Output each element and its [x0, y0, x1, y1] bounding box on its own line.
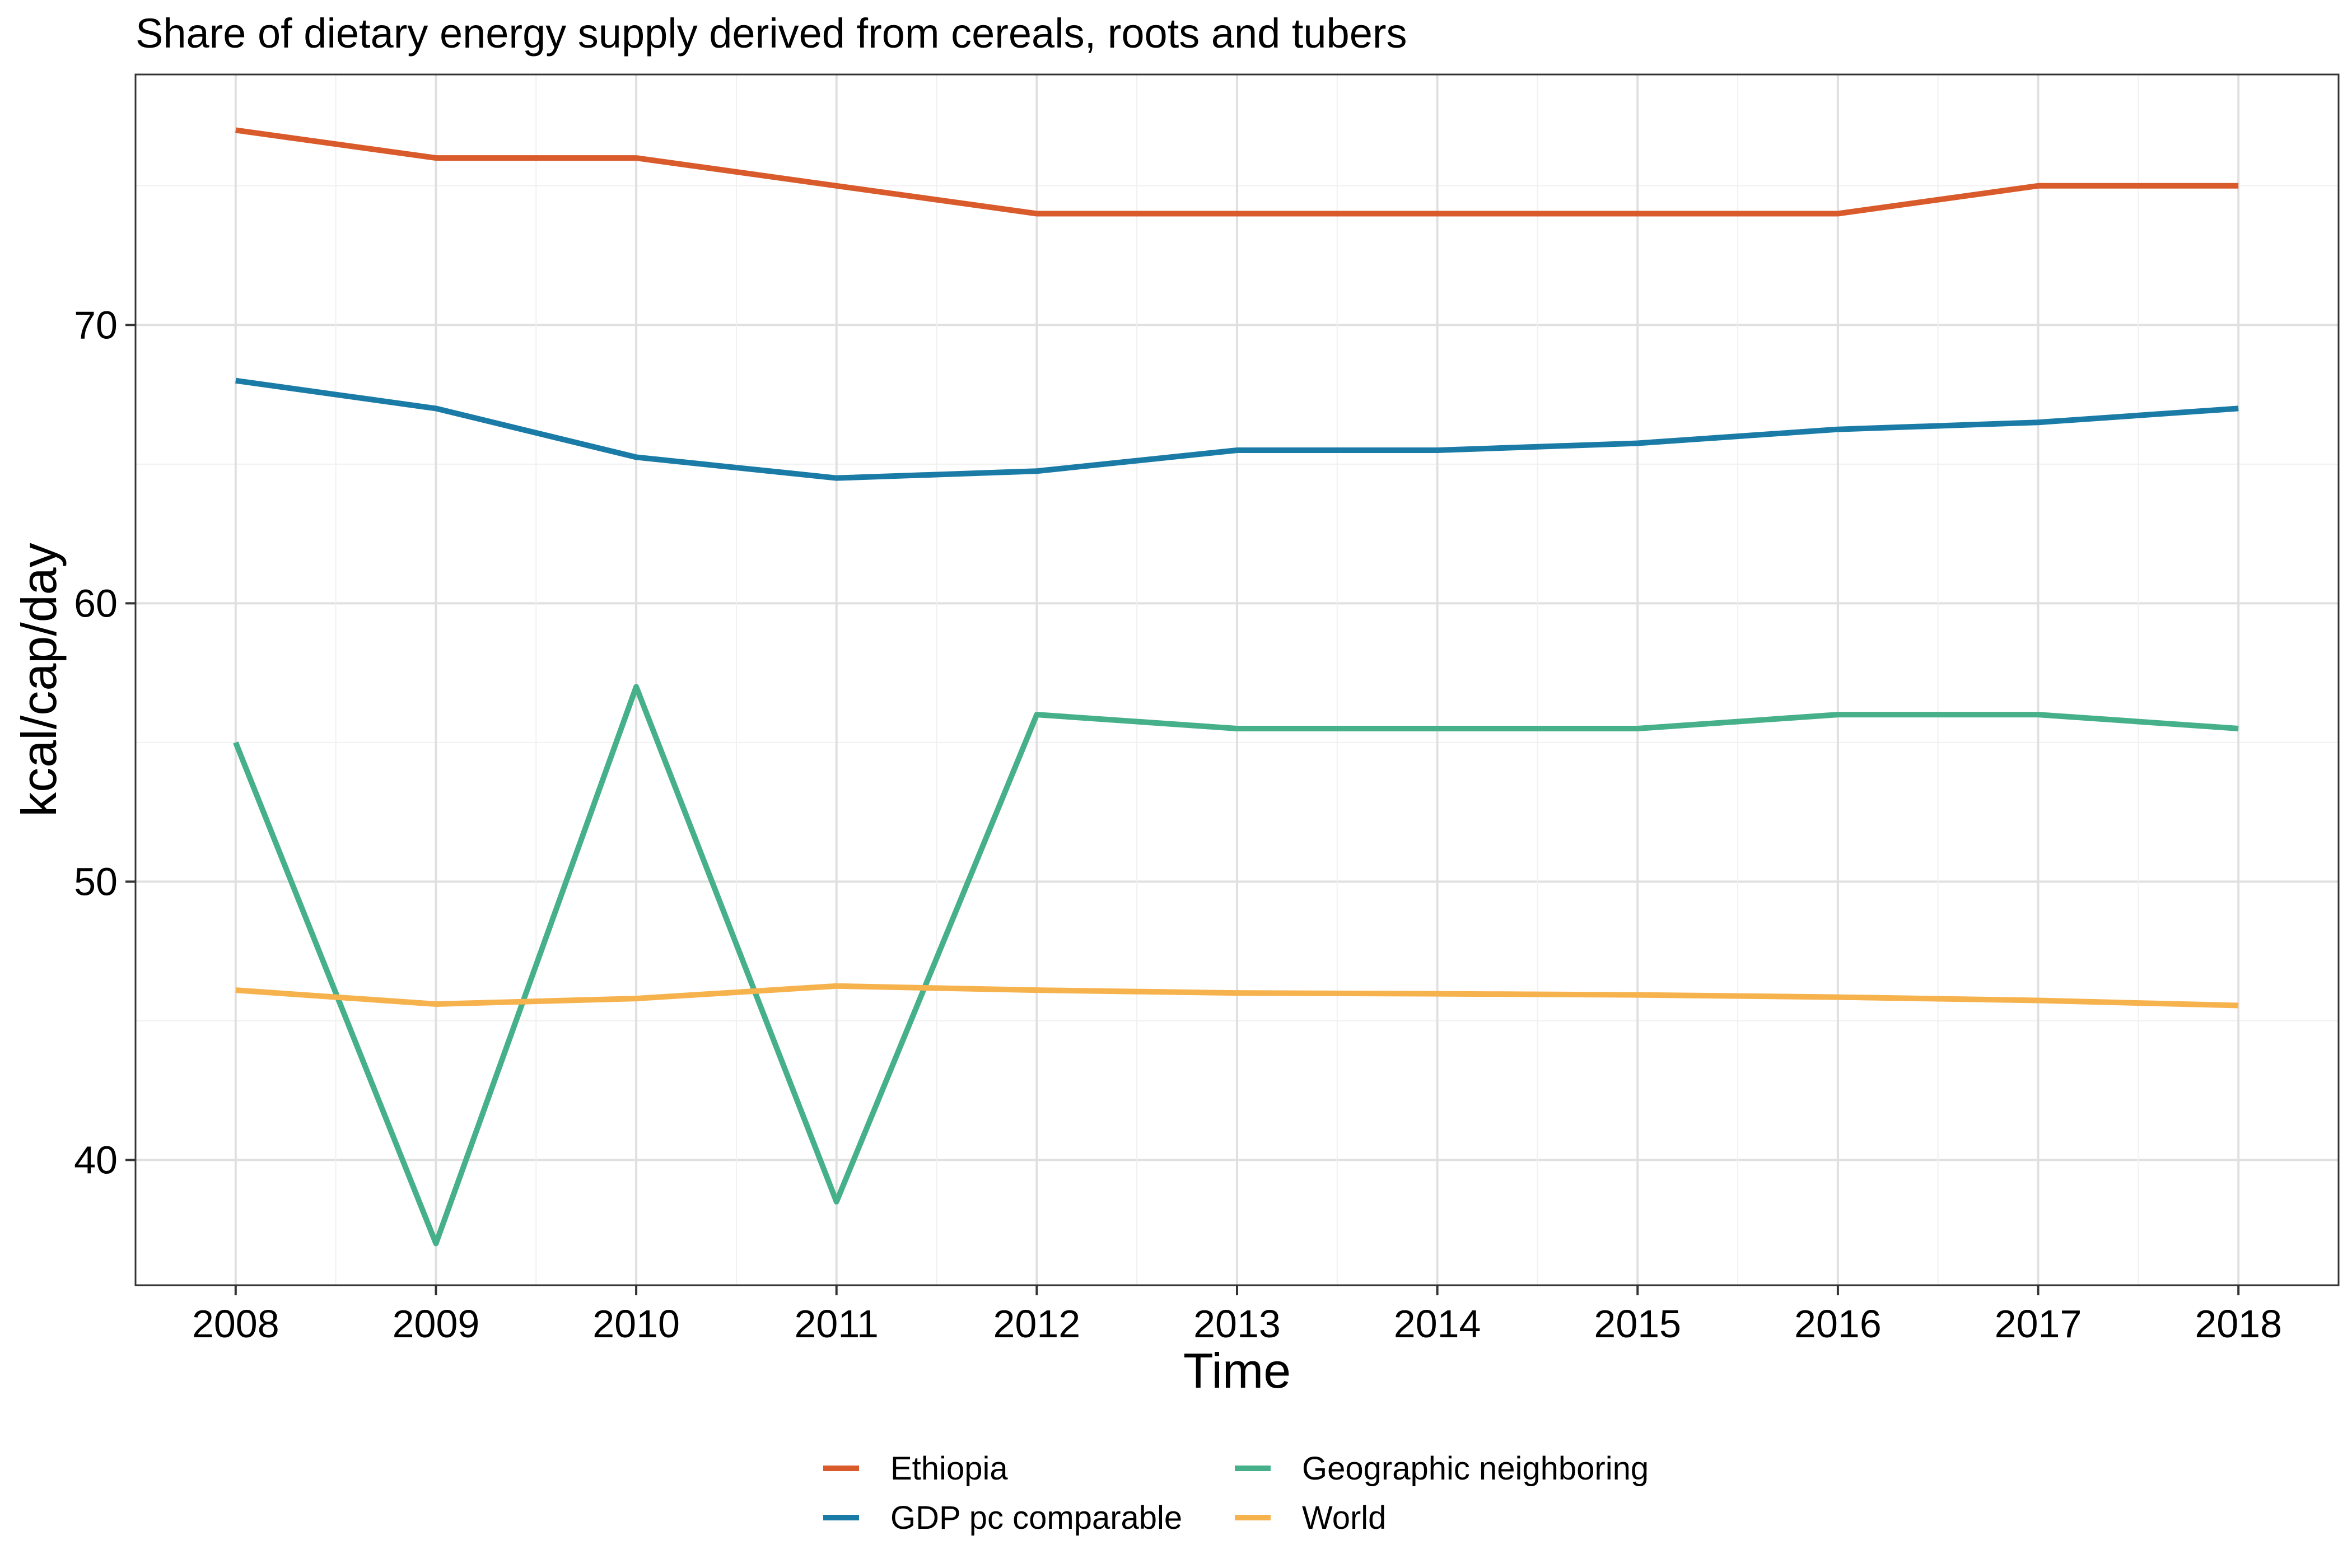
x-tick-label: 2014	[1394, 1302, 1481, 1346]
series-line-gdp-pc-comparable	[235, 377, 2239, 481]
x-tick-label: 2010	[592, 1302, 680, 1346]
series-lines	[233, 127, 2239, 1247]
legend-item: GDP pc comparable	[823, 1500, 1182, 1536]
legend: Ethiopia GDP pc comparable Geographic neig…	[823, 1450, 1649, 1536]
legend-item: World	[1235, 1500, 1386, 1536]
series-line-ethiopia	[235, 127, 2239, 217]
legend-label: World	[1302, 1500, 1386, 1536]
x-tick-label: 2015	[1594, 1302, 1681, 1346]
x-axis-title: Time	[1183, 1343, 1291, 1398]
legend-label: Geographic neighboring	[1302, 1450, 1649, 1487]
y-axis-title: kcal/cap/day	[11, 543, 67, 816]
y-tick-label: 60	[74, 581, 118, 625]
x-tick-label: 2008	[192, 1302, 279, 1346]
axis-ticks: 40 50 60 70 2008 2009 2010 2011 2012 2013 2014 2015…	[74, 303, 2282, 1346]
x-tick-label: 2011	[794, 1302, 879, 1346]
legend-item: Geographic neighboring	[1235, 1450, 1649, 1487]
legend-item: Ethiopia	[823, 1450, 1008, 1487]
x-tick-label: 2016	[1794, 1302, 1882, 1346]
x-tick-label: 2017	[1995, 1302, 2082, 1346]
y-tick-label: 50	[74, 860, 118, 903]
x-tick-label: 2018	[2195, 1302, 2282, 1346]
y-tick-label: 70	[74, 303, 118, 347]
chart-title: Share of dietary energy supply derived f…	[136, 10, 1407, 57]
x-tick-label: 2009	[393, 1302, 480, 1346]
x-tick-label: 2013	[1193, 1302, 1281, 1346]
series-line-world	[235, 983, 2239, 1009]
y-tick-label: 40	[74, 1138, 118, 1182]
series-line-geographic-neighboring	[233, 684, 2239, 1247]
x-tick-label: 2012	[993, 1302, 1080, 1346]
legend-label: Ethiopia	[890, 1450, 1008, 1487]
legend-label: GDP pc comparable	[890, 1500, 1182, 1536]
grid-lines	[136, 74, 2339, 1285]
